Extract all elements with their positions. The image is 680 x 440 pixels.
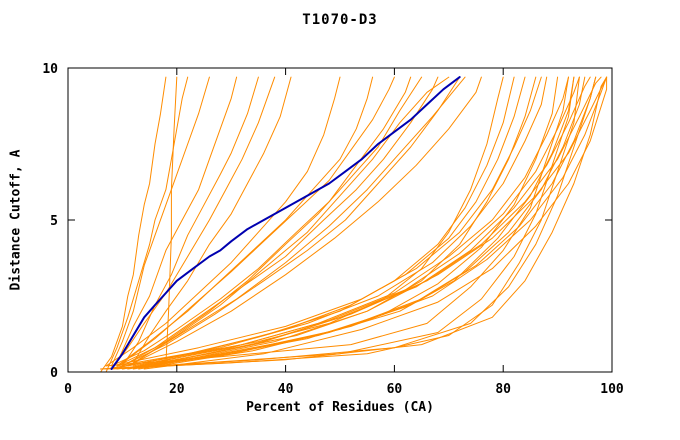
x-tick-label: 60 — [387, 382, 403, 397]
x-tick-label: 40 — [278, 382, 294, 397]
series-model-16 — [121, 76, 461, 367]
series-model-15 — [132, 76, 450, 364]
series-model-38 — [111, 76, 608, 370]
series-model-33 — [138, 76, 608, 370]
series-highlighted-model — [110, 76, 461, 370]
series-model-19 — [105, 76, 504, 370]
series-model-05 — [116, 76, 238, 364]
series-model-39 — [100, 76, 575, 370]
series-model-08 — [132, 76, 292, 364]
series-model-37 — [105, 76, 597, 370]
series-model-06 — [121, 76, 259, 367]
x-axis-label: Percent of Residues (CA) — [246, 400, 434, 415]
series-model-09 — [105, 76, 341, 367]
series-model-07 — [111, 76, 276, 370]
x-tick-label: 100 — [600, 382, 624, 397]
series-model-14 — [116, 76, 439, 367]
series-model-40 — [105, 76, 569, 367]
series-model-17 — [138, 76, 466, 361]
series-model-34 — [154, 76, 608, 367]
chart-title: T1070-D3 — [302, 12, 378, 28]
x-tick-label: 80 — [495, 382, 511, 397]
series-model-31 — [132, 76, 597, 370]
x-tick-label: 0 — [64, 382, 72, 397]
series-model-01 — [100, 76, 167, 373]
series-model-32 — [149, 76, 602, 367]
series-model-23 — [111, 76, 542, 367]
x-tick-label: 20 — [169, 382, 185, 397]
y-tick-label: 0 — [50, 366, 58, 381]
series-model-22 — [121, 76, 537, 370]
series-model-03 — [165, 76, 178, 364]
series-model-12 — [111, 76, 412, 367]
series-model-11 — [121, 76, 395, 364]
series-model-24 — [127, 76, 548, 367]
series-model-02 — [105, 76, 189, 373]
y-tick-label: 5 — [50, 214, 58, 229]
series-model-04 — [111, 76, 210, 367]
series-model-28 — [138, 76, 580, 367]
series-model-13 — [127, 76, 423, 364]
y-tick-label: 10 — [42, 62, 58, 77]
series-model-18 — [127, 76, 482, 367]
series-model-35 — [143, 76, 608, 370]
series-model-21 — [116, 76, 526, 367]
series-model-29 — [127, 76, 586, 370]
